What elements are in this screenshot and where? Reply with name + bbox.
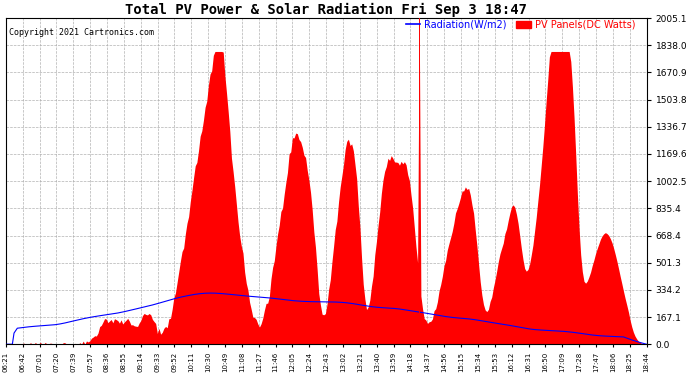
Legend: Radiation(W/m2), PV Panels(DC Watts): Radiation(W/m2), PV Panels(DC Watts)	[406, 20, 635, 30]
Text: Copyright 2021 Cartronics.com: Copyright 2021 Cartronics.com	[9, 28, 154, 37]
Title: Total PV Power & Solar Radiation Fri Sep 3 18:47: Total PV Power & Solar Radiation Fri Sep…	[125, 3, 527, 17]
